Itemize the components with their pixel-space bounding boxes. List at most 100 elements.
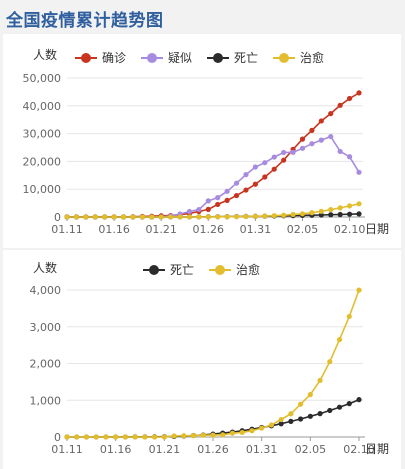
- data-point: [298, 401, 304, 407]
- x-tick-label: 01.11: [51, 223, 83, 236]
- data-point: [317, 411, 323, 417]
- y-tick-label: 20,000: [23, 155, 62, 168]
- y-tick-label: 3,000: [30, 321, 62, 334]
- data-point: [93, 434, 99, 440]
- data-point: [356, 211, 362, 217]
- legend-label: 疑似: [168, 50, 192, 65]
- data-point: [102, 214, 108, 220]
- chart-cumulative-all: 0 10,000 20,000 30,000 40,000 50,000 01.11 01.1…: [23, 47, 390, 236]
- data-point: [327, 359, 333, 365]
- legend-swatch-marker: [149, 265, 159, 275]
- data-point: [288, 411, 294, 417]
- data-point: [120, 214, 127, 220]
- data-point: [186, 214, 193, 220]
- data-point: [73, 214, 80, 220]
- data-point: [190, 433, 197, 439]
- data-point: [278, 421, 284, 427]
- x-axis-title: 日期: [365, 442, 389, 456]
- x-tick-label: 02.10: [343, 443, 375, 456]
- data-point: [299, 211, 306, 217]
- data-point: [318, 137, 324, 143]
- legend-label: 死亡: [234, 51, 258, 65]
- y-tick-label: 40,000: [23, 100, 62, 113]
- chart-panel-deaths-recoveries: 0 1,000 2,000 3,000 4,000 01.11 01.16 01.21 01.2…: [3, 250, 401, 469]
- y-axis-title: 人数: [33, 260, 57, 275]
- data-point: [268, 422, 274, 428]
- data-point: [281, 157, 287, 163]
- data-point: [92, 214, 98, 220]
- data-point: [298, 416, 304, 422]
- x-tick-label: 01.21: [149, 443, 181, 456]
- x-tick-label: 01.31: [240, 223, 272, 236]
- data-point: [139, 214, 145, 220]
- x-tick-label: 01.31: [246, 443, 278, 456]
- y-tick-label: 1,000: [30, 394, 62, 407]
- data-point: [346, 154, 353, 160]
- data-point: [271, 166, 277, 172]
- data-point: [309, 141, 315, 147]
- data-point: [215, 201, 221, 208]
- data-point: [309, 127, 315, 133]
- data-point: [113, 434, 119, 440]
- data-point: [130, 214, 136, 220]
- x-tick-label: 01.16: [100, 443, 132, 456]
- data-point: [239, 429, 245, 436]
- series-line-确诊: [67, 92, 360, 218]
- data-point: [224, 188, 230, 194]
- data-point: [336, 337, 343, 343]
- y-tick-label: 50,000: [23, 72, 62, 85]
- data-point: [356, 201, 362, 207]
- data-point: [262, 213, 268, 219]
- x-tick-label: 01.26: [197, 443, 229, 456]
- data-point: [346, 95, 353, 102]
- y-tick-label: 2,000: [30, 358, 62, 371]
- y-axis-title: 人数: [33, 47, 57, 62]
- data-point: [215, 195, 221, 201]
- data-point: [271, 213, 277, 219]
- data-point: [149, 214, 155, 220]
- x-tick-label: 02.05: [287, 223, 319, 236]
- data-point: [252, 213, 258, 219]
- legend-swatch-marker: [215, 265, 225, 275]
- legend-label: 治愈: [236, 262, 260, 277]
- x-tick-label: 01.21: [145, 223, 177, 236]
- data-point: [307, 413, 313, 419]
- x-axis-title: 日期: [365, 222, 389, 236]
- legend-swatch-marker: [213, 53, 223, 63]
- data-point: [337, 148, 343, 155]
- data-point: [337, 205, 343, 211]
- data-point: [318, 212, 324, 218]
- data-point: [346, 313, 352, 320]
- y-tick-label: 0: [54, 431, 61, 444]
- data-point: [205, 214, 211, 220]
- data-point: [158, 214, 164, 220]
- data-point: [299, 136, 306, 142]
- data-point: [177, 214, 183, 220]
- data-point: [249, 428, 255, 434]
- data-point: [243, 187, 249, 193]
- data-point: [346, 211, 353, 217]
- data-point: [229, 430, 236, 436]
- data-point: [186, 208, 193, 215]
- data-point: [252, 164, 258, 170]
- data-point: [336, 404, 343, 410]
- data-point: [196, 214, 202, 220]
- data-point: [337, 211, 343, 218]
- x-tick-label: 02.10: [334, 223, 366, 236]
- data-point: [337, 102, 343, 108]
- data-point: [243, 172, 249, 178]
- x-tick-label: 01.16: [98, 223, 130, 236]
- data-point: [64, 214, 70, 220]
- y-tick-label: 4,000: [30, 284, 62, 297]
- data-point: [328, 212, 334, 218]
- data-point: [346, 401, 352, 407]
- data-point: [168, 214, 174, 220]
- x-tick-label: 02.05: [295, 443, 327, 456]
- series-line-死亡: [67, 398, 360, 438]
- data-point: [262, 174, 268, 180]
- data-point: [278, 416, 284, 423]
- data-point: [233, 214, 240, 220]
- y-tick-label: 30,000: [23, 128, 62, 141]
- legend-label: 死亡: [170, 263, 194, 277]
- data-point: [281, 212, 287, 218]
